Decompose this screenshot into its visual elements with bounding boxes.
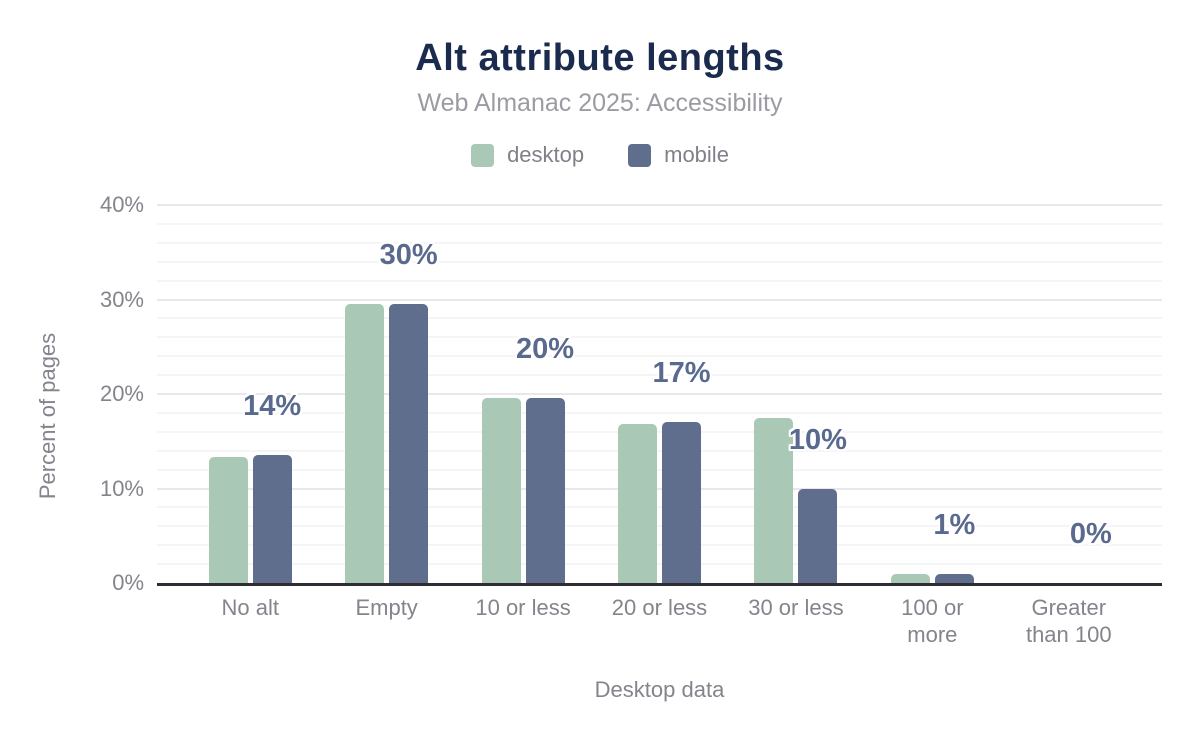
- x-tick-no-alt: No alt: [221, 595, 279, 620]
- legend-item-desktop: desktop: [471, 142, 584, 168]
- x-tick-empty: Empty: [355, 595, 418, 620]
- x-tick-20-or-less: 20 or less: [611, 595, 708, 620]
- legend: desktop mobile: [0, 142, 1200, 168]
- bar-desktop-empty: [345, 304, 385, 583]
- y-tick-0: 0%: [112, 570, 144, 595]
- bar-mobile-no-alt: [252, 455, 292, 583]
- y-tick-40: 40%: [99, 192, 144, 217]
- x-tick-10-or-less: 10 or less: [475, 595, 571, 620]
- bar-value-label-30-or-less: 10%: [788, 423, 847, 456]
- gridline-20: [157, 393, 1162, 395]
- x-tick-30-or-less: 30 or less: [748, 595, 844, 620]
- y-axis-ticks: 0% 10% 20% 30% 40%: [0, 192, 144, 595]
- gridline-8: [157, 506, 1162, 509]
- bar-desktop-30-or-less: [754, 417, 794, 583]
- bar-desktop-no-alt: [208, 457, 248, 583]
- gridline-26: [157, 336, 1162, 339]
- gridline-22: [157, 374, 1162, 377]
- bar-value-label-greater-than-100: 0%: [1069, 518, 1112, 550]
- x-axis-title: Desktop data: [594, 677, 725, 702]
- gridline-38: [157, 222, 1162, 225]
- plot-area: 14% 30% 20% 17% 10% 1% 0%: [157, 204, 1162, 586]
- gridline-12: [157, 468, 1162, 471]
- gridline-6: [157, 525, 1162, 528]
- legend-item-mobile: mobile: [628, 142, 729, 168]
- legend-swatch-mobile: [628, 143, 652, 167]
- gridline-32: [157, 279, 1162, 282]
- gridline-30: [157, 298, 1162, 301]
- bar-mobile-100-or-more: [934, 573, 974, 583]
- bar-value-label-empty: 30%: [379, 239, 438, 272]
- gridline-18: [157, 411, 1162, 414]
- y-tick-10: 10%: [99, 475, 144, 501]
- gridline-10: [157, 487, 1162, 490]
- gridline-40: [157, 204, 1162, 206]
- gridline-28: [157, 317, 1162, 320]
- x-tick-greater-than-100: Greater than 100: [1025, 595, 1112, 647]
- y-tick-30: 30%: [99, 286, 144, 312]
- bar-mobile-30-or-less: [798, 488, 838, 583]
- gridline-16: [157, 430, 1162, 433]
- bar-value-label-20-or-less: 17%: [652, 357, 711, 390]
- chart-title: Alt attribute lengths: [415, 37, 785, 79]
- legend-swatch-desktop: [471, 143, 495, 167]
- bar-desktop-10-or-less: [481, 397, 521, 583]
- legend-label-desktop: desktop: [507, 142, 585, 167]
- bar-value-label-no-alt: 14%: [243, 390, 302, 423]
- chart-subtitle: Web Almanac 2025: Accessibility: [417, 89, 783, 117]
- bar-mobile-20-or-less: [662, 422, 701, 583]
- gridline-24: [157, 355, 1162, 358]
- gridline-34: [157, 260, 1162, 263]
- bar-value-label-10-or-less: 20%: [516, 332, 575, 365]
- gridline-36: [157, 241, 1162, 244]
- bar-value-label-100-or-more: 1%: [933, 508, 976, 541]
- gridline-2: [157, 563, 1162, 566]
- x-tick-100-or-more: 100 or more: [901, 595, 964, 647]
- gridline-14: [157, 449, 1162, 452]
- bar-mobile-empty: [389, 304, 429, 583]
- legend-label-mobile: mobile: [664, 142, 729, 167]
- x-axis-ticks: No alt Empty 10 or less 20 or less 30 or les…: [182, 594, 1137, 650]
- bar-desktop-100-or-more: [890, 573, 930, 583]
- gridline-4: [157, 544, 1162, 547]
- bar-mobile-10-or-less: [525, 397, 565, 583]
- y-tick-20: 20%: [99, 381, 144, 406]
- bar-desktop-20-or-less: [618, 424, 657, 583]
